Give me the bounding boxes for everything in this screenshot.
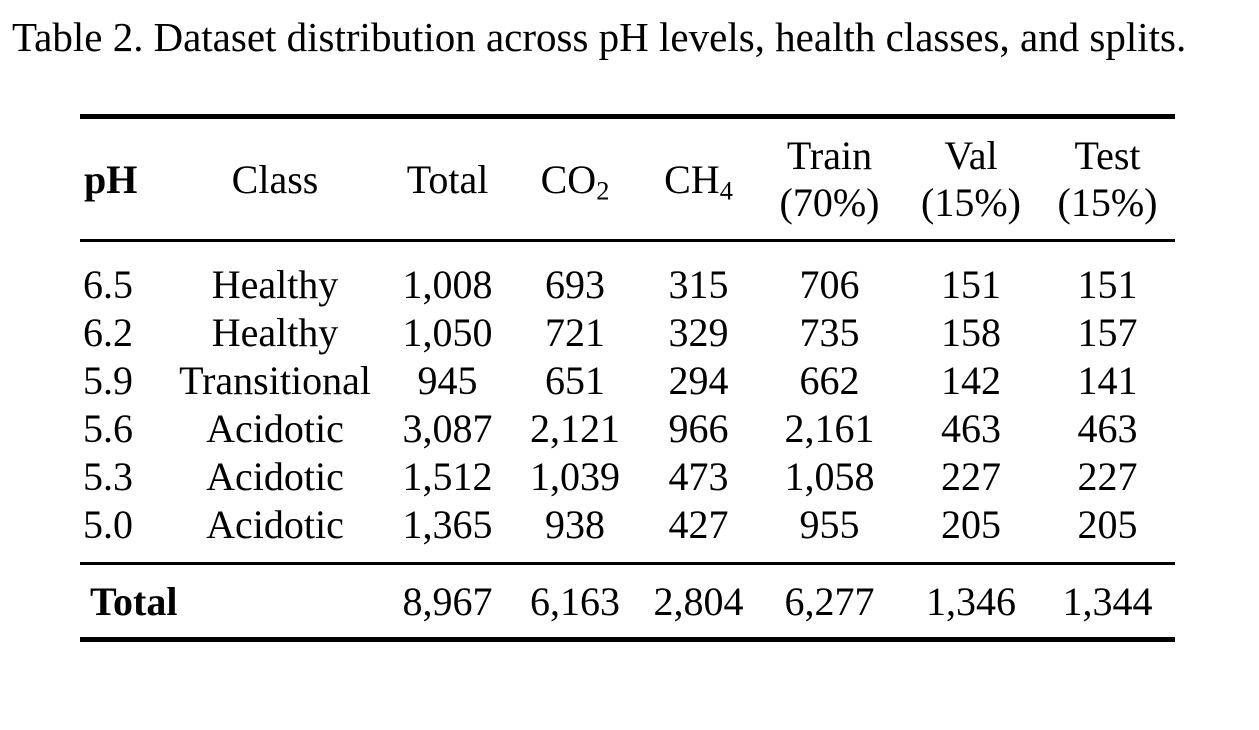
cell-total: 3,087 xyxy=(402,405,493,451)
total-row: Total 8,967 6,163 2,804 6,277 1,346 1,34… xyxy=(80,562,1175,640)
cell-val: 227 xyxy=(941,453,1001,499)
table-row: 6.5 Healthy 1,008 693 315 706 151 151 xyxy=(80,241,1175,309)
cell-ph: 5.9 xyxy=(83,357,133,403)
col-header-ch4-base: CH xyxy=(664,156,720,202)
cell-ph: 5.3 xyxy=(83,453,133,499)
col-header-train: Train (70%) xyxy=(757,116,902,242)
table-row: 5.6 Acidotic 3,087 2,121 966 2,161 463 4… xyxy=(80,404,1175,452)
cell-class: Transitional xyxy=(179,357,371,403)
caption-number: Table 2. xyxy=(12,14,144,60)
col-header-val: Val (15%) xyxy=(902,116,1040,242)
cell-train: 706 xyxy=(799,261,860,307)
col-header-ch4-subscript: 4 xyxy=(719,175,733,206)
cell-ph: 6.2 xyxy=(83,309,133,355)
cell-train: 955 xyxy=(799,501,860,547)
table-row: 6.2 Healthy 1,050 721 329 735 158 157 xyxy=(80,308,1175,356)
total-cell-total: 8,967 xyxy=(385,562,510,640)
col-header-val-label: Val xyxy=(944,133,998,178)
cell-train: 662 xyxy=(799,357,860,403)
total-cell-train: 6,277 xyxy=(757,562,902,640)
cell-class: Acidotic xyxy=(206,405,344,451)
total-row-label: Total xyxy=(80,562,385,640)
cell-val: 463 xyxy=(941,405,1001,451)
col-header-test-label: Test xyxy=(1074,133,1141,178)
cell-train: 2,161 xyxy=(784,405,875,451)
cell-ch4: 473 xyxy=(668,453,729,499)
dataset-distribution-table: pH Class Total CO2 CH4 Train (70%) Val (… xyxy=(80,114,1175,642)
total-cell-co2: 6,163 xyxy=(510,562,640,640)
cell-co2: 651 xyxy=(545,357,605,403)
cell-class: Acidotic xyxy=(206,501,344,547)
table-caption: Table 2. Dataset distribution across pH l… xyxy=(12,8,1247,66)
cell-ch4: 315 xyxy=(668,261,729,307)
col-header-total-label: Total xyxy=(406,156,489,202)
cell-co2: 721 xyxy=(545,309,605,355)
table-footer: Total 8,967 6,163 2,804 6,277 1,346 1,34… xyxy=(80,562,1175,640)
table-row: 5.3 Acidotic 1,512 1,039 473 1,058 227 2… xyxy=(80,452,1175,500)
total-cell-test: 1,344 xyxy=(1040,562,1175,640)
col-header-val-percent: (15%) xyxy=(921,180,1021,225)
cell-val: 158 xyxy=(941,309,1001,355)
col-header-test-percent: (15%) xyxy=(1057,180,1158,225)
cell-val: 142 xyxy=(941,357,1001,403)
col-header-class-label: Class xyxy=(231,156,319,202)
caption-text: Dataset distribution across pH levels, h… xyxy=(153,14,1187,60)
col-header-test: Test (15%) xyxy=(1040,116,1175,242)
col-header-ph: pH xyxy=(80,116,165,242)
col-header-co2-subscript: 2 xyxy=(596,175,610,206)
cell-total: 1,050 xyxy=(402,309,493,355)
table-body: 6.5 Healthy 1,008 693 315 706 151 151 6.… xyxy=(80,241,1175,564)
col-header-co2: CO2 xyxy=(510,116,640,242)
table-header: pH Class Total CO2 CH4 Train (70%) Val (… xyxy=(80,116,1175,242)
col-header-class: Class xyxy=(165,116,385,242)
total-cell-val: 1,346 xyxy=(902,562,1040,640)
table-row: 5.9 Transitional 945 651 294 662 142 141 xyxy=(80,356,1175,404)
cell-ch4: 329 xyxy=(668,309,729,355)
cell-ch4: 294 xyxy=(668,357,729,403)
cell-class: Healthy xyxy=(211,261,339,307)
cell-co2: 2,121 xyxy=(530,405,620,451)
col-header-ph-label: pH xyxy=(84,156,138,202)
cell-val: 151 xyxy=(941,261,1001,307)
cell-co2: 693 xyxy=(545,261,605,307)
cell-class: Acidotic xyxy=(206,453,344,499)
cell-val: 205 xyxy=(941,501,1001,547)
col-header-total: Total xyxy=(385,116,510,242)
cell-total: 945 xyxy=(417,357,478,403)
cell-class: Healthy xyxy=(211,309,339,355)
cell-train: 1,058 xyxy=(784,453,875,499)
total-cell-ch4: 2,804 xyxy=(640,562,757,640)
col-header-train-label: Train xyxy=(786,133,873,178)
cell-total: 1,365 xyxy=(402,501,493,547)
cell-ph: 5.0 xyxy=(83,501,133,547)
cell-total: 1,008 xyxy=(402,261,493,307)
cell-test: 463 xyxy=(1077,405,1138,451)
col-header-ch4: CH4 xyxy=(640,116,757,242)
table-row: 5.0 Acidotic 1,365 938 427 955 205 205 xyxy=(80,500,1175,564)
cell-train: 735 xyxy=(799,309,860,355)
col-header-train-percent: (70%) xyxy=(779,180,880,225)
cell-co2: 1,039 xyxy=(530,453,620,499)
cell-test: 205 xyxy=(1077,501,1138,547)
col-header-co2-base: CO xyxy=(540,156,597,202)
cell-total: 1,512 xyxy=(402,453,493,499)
cell-ph: 5.6 xyxy=(83,405,133,451)
header-row: pH Class Total CO2 CH4 Train (70%) Val (… xyxy=(80,116,1175,242)
cell-test: 151 xyxy=(1077,261,1138,307)
cell-test: 157 xyxy=(1077,309,1138,355)
cell-ch4: 966 xyxy=(668,405,729,451)
cell-test: 141 xyxy=(1077,357,1138,403)
cell-co2: 938 xyxy=(545,501,605,547)
cell-test: 227 xyxy=(1077,453,1138,499)
cell-ch4: 427 xyxy=(668,501,729,547)
cell-ph: 6.5 xyxy=(83,261,133,307)
